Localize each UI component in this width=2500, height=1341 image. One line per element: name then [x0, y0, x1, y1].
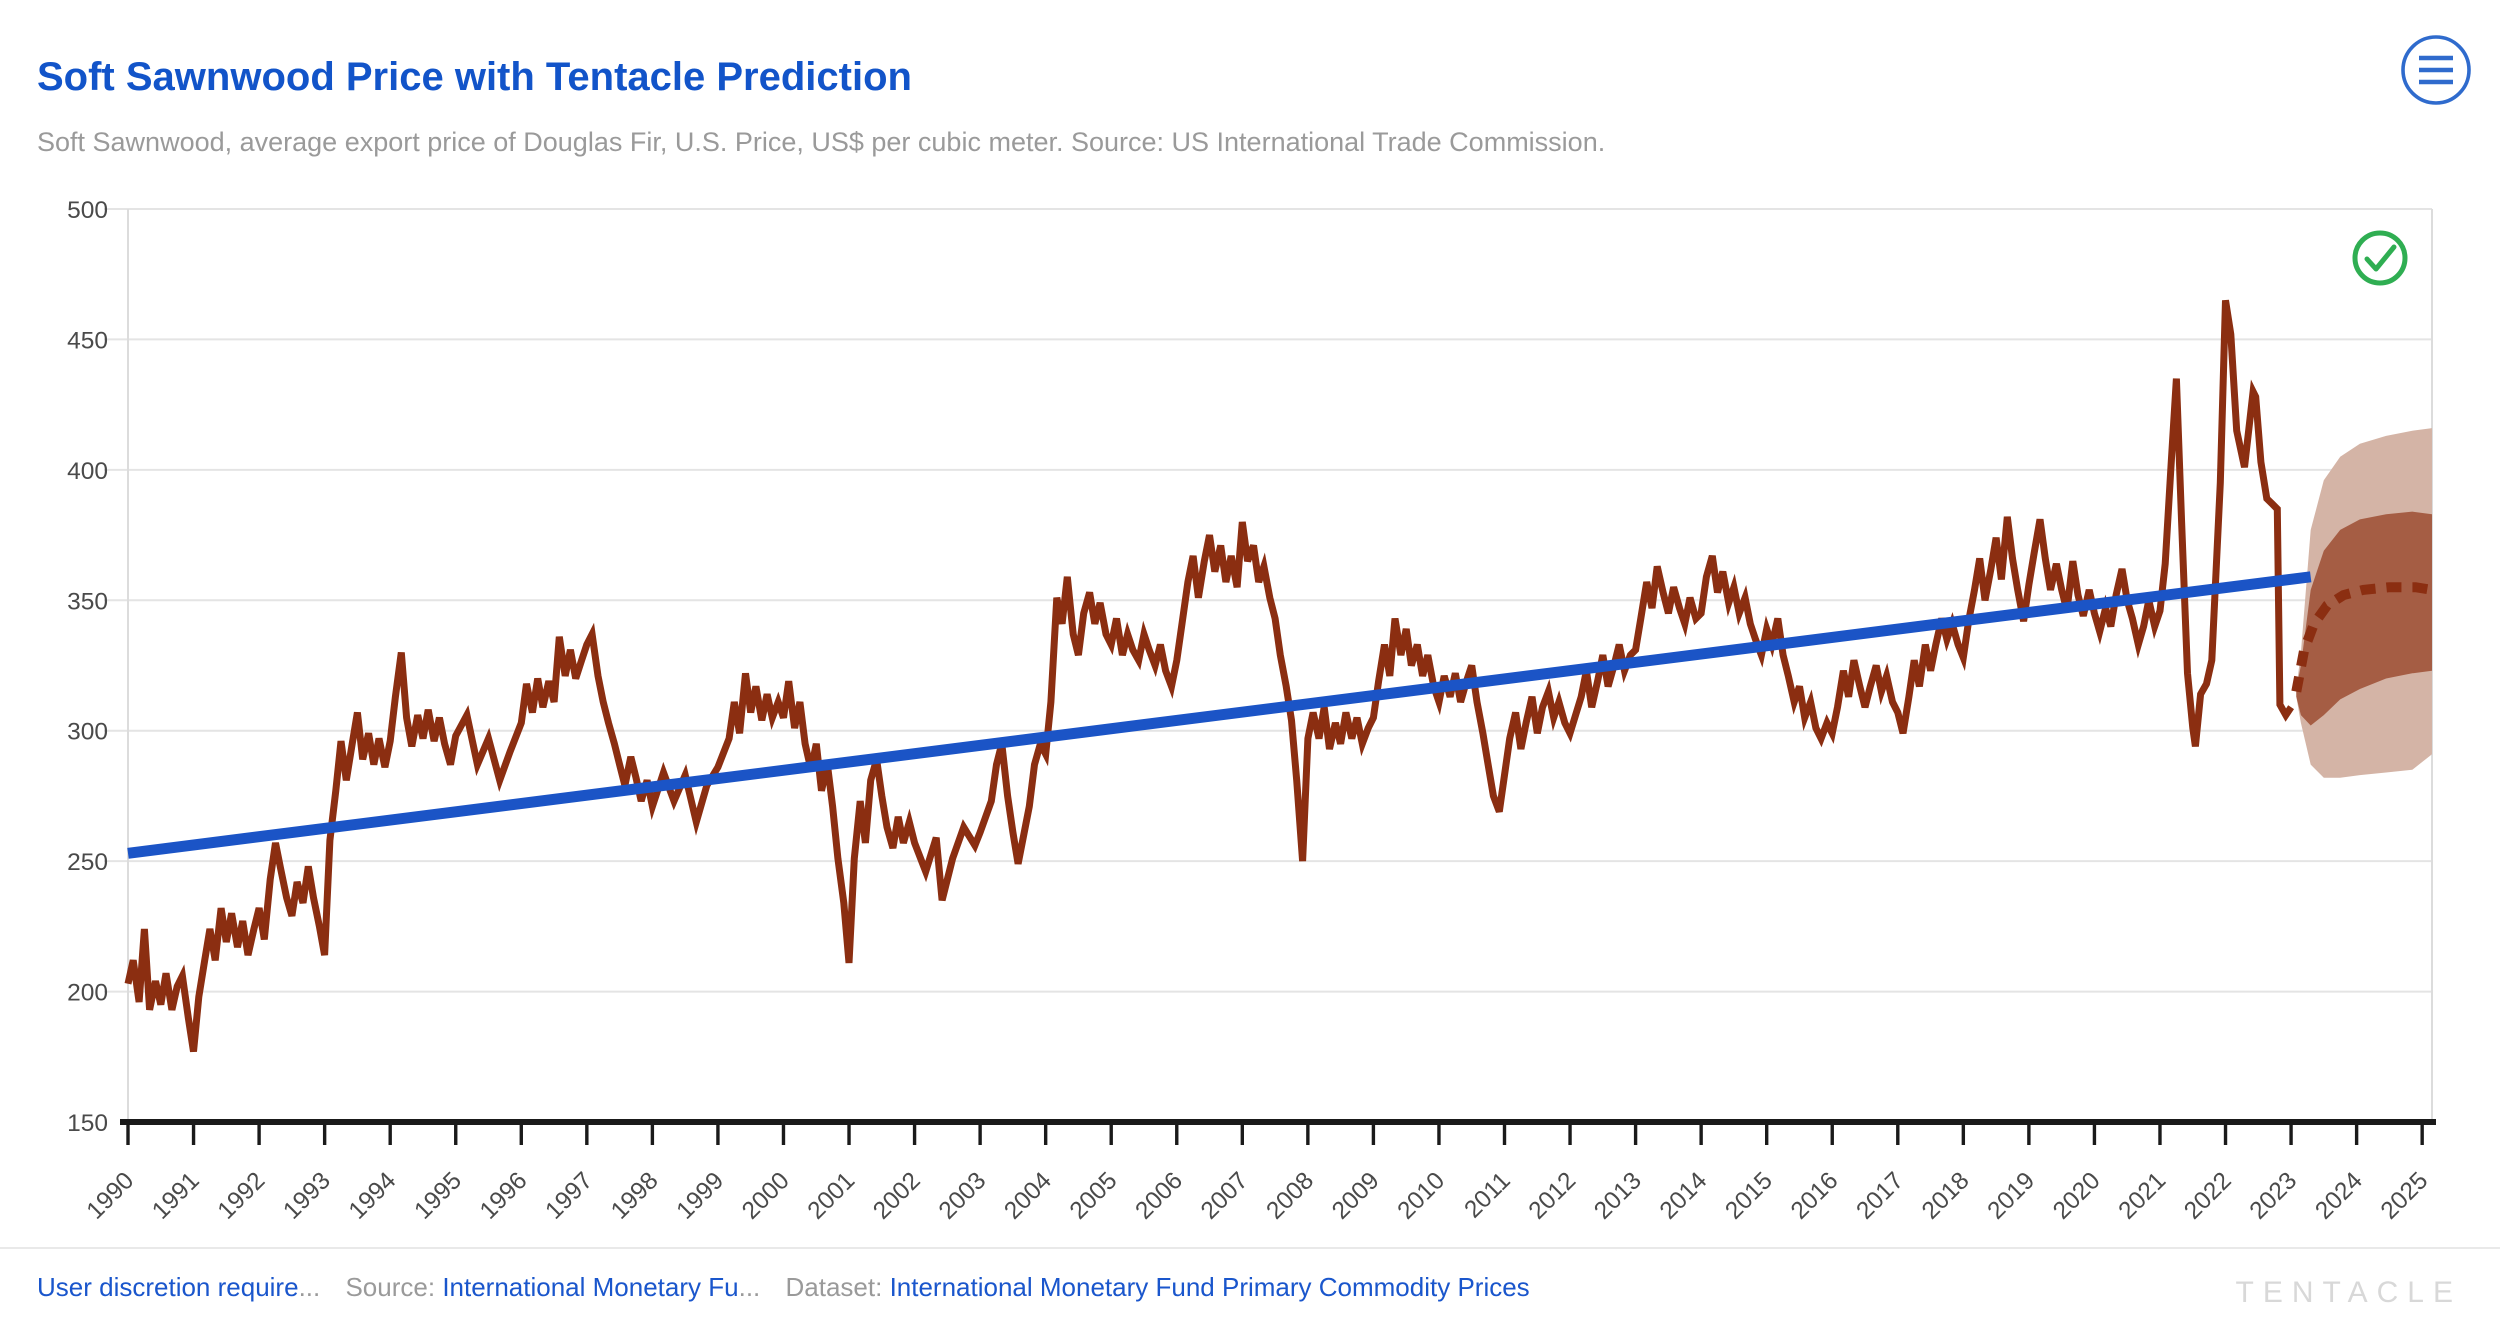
price-series-line — [124, 299, 2295, 1053]
disclaimer-text: User discretion require — [37, 1272, 299, 1302]
svg-text:2020: 2020 — [2048, 1167, 2106, 1225]
tentacle-watermark: TENTACLE — [2235, 1276, 2462, 1309]
svg-text:2011: 2011 — [1459, 1167, 1515, 1223]
svg-text:2003: 2003 — [934, 1167, 992, 1225]
svg-text:250: 250 — [67, 849, 108, 876]
svg-text:2002: 2002 — [868, 1167, 926, 1225]
svg-text:1999: 1999 — [672, 1167, 730, 1225]
svg-text:2013: 2013 — [1589, 1167, 1647, 1225]
svg-text:2005: 2005 — [1065, 1167, 1123, 1225]
footer-divider — [0, 1247, 2500, 1249]
menu-button[interactable] — [2400, 34, 2472, 106]
svg-text:1997: 1997 — [540, 1167, 598, 1225]
prediction-median-line — [2291, 582, 2433, 693]
svg-text:2010: 2010 — [1393, 1167, 1451, 1225]
svg-text:500: 500 — [67, 197, 108, 224]
chart-subtitle: Soft Sawnwood, average export price of D… — [37, 127, 1606, 157]
svg-text:2001: 2001 — [803, 1167, 861, 1225]
svg-text:2014: 2014 — [1655, 1167, 1713, 1225]
svg-text:400: 400 — [67, 458, 108, 485]
svg-text:2021: 2021 — [2114, 1167, 2172, 1225]
svg-text:450: 450 — [67, 327, 108, 354]
svg-text:2009: 2009 — [1327, 1167, 1385, 1225]
svg-text:2008: 2008 — [1261, 1167, 1319, 1225]
disclaimer-ellipsis: ... — [298, 1272, 321, 1302]
circled-hamburger-menu-icon — [2401, 35, 2471, 105]
svg-text:1990: 1990 — [82, 1167, 140, 1225]
svg-text:1991: 1991 — [147, 1167, 205, 1225]
svg-text:2015: 2015 — [1720, 1167, 1778, 1225]
source-text: International Monetary Fu — [442, 1272, 739, 1302]
status-badge — [2350, 228, 2410, 288]
svg-text:2012: 2012 — [1524, 1167, 1582, 1225]
svg-text:2025: 2025 — [2376, 1167, 2434, 1225]
source-label: Source: — [345, 1272, 436, 1302]
success-check-icon — [2352, 230, 2408, 286]
svg-text:2007: 2007 — [1196, 1167, 1254, 1225]
footer-bar: User discretion require... Source: Inter… — [37, 1272, 2240, 1303]
prediction-band-inner — [2296, 511, 2432, 726]
x-axis-ticks — [126, 1122, 2424, 1145]
svg-text:2018: 2018 — [1917, 1167, 1975, 1225]
svg-text:1995: 1995 — [409, 1167, 467, 1225]
svg-text:1994: 1994 — [344, 1167, 402, 1225]
y-axis-labels: 150 200 250 300 350 400 450 500 — [67, 197, 108, 1137]
source-ellipsis: ... — [738, 1272, 761, 1302]
price-chart: 150 200 250 300 350 400 450 500 1990 1991 1992 1993… — [67, 197, 2436, 1225]
svg-text:2004: 2004 — [999, 1167, 1057, 1225]
svg-text:2022: 2022 — [2179, 1167, 2237, 1225]
svg-text:150: 150 — [67, 1110, 108, 1137]
svg-text:2023: 2023 — [2245, 1167, 2303, 1225]
svg-text:2006: 2006 — [1130, 1167, 1188, 1225]
svg-text:2019: 2019 — [1982, 1167, 2040, 1225]
x-axis-labels: 1990 1991 1992 1993 1994 1995 1996 1997 1998 1999… — [82, 1167, 2434, 1225]
trend-line — [127, 571, 2312, 859]
svg-text:2000: 2000 — [737, 1167, 795, 1225]
svg-text:200: 200 — [67, 980, 108, 1007]
price-chart-canvas: 150 200 250 300 350 400 450 500 1990 1991 1992 1993… — [67, 197, 2436, 1225]
svg-text:1993: 1993 — [278, 1167, 336, 1225]
svg-text:1998: 1998 — [606, 1167, 664, 1225]
svg-text:1992: 1992 — [213, 1167, 271, 1225]
source-link[interactable]: International Monetary Fu... — [442, 1272, 760, 1302]
svg-text:350: 350 — [67, 588, 108, 615]
svg-text:2024: 2024 — [2310, 1167, 2368, 1225]
disclaimer-link[interactable]: User discretion require... — [37, 1272, 320, 1302]
dataset-label: Dataset: — [785, 1272, 883, 1302]
dataset-link[interactable]: International Monetary Fund Primary Comm… — [889, 1272, 1530, 1302]
svg-text:2016: 2016 — [1786, 1167, 1844, 1225]
svg-text:300: 300 — [67, 719, 108, 746]
svg-text:1996: 1996 — [475, 1167, 533, 1225]
svg-text:2017: 2017 — [1851, 1167, 1909, 1225]
y-gridlines — [104, 208, 2432, 993]
page-title: Soft Sawnwood Price with Tentacle Predic… — [37, 54, 912, 99]
